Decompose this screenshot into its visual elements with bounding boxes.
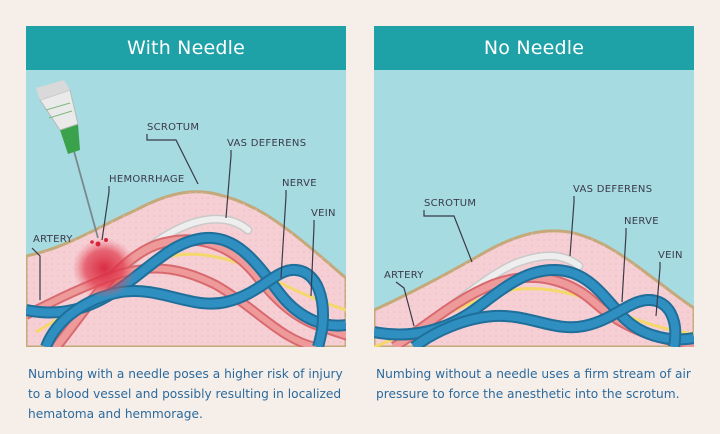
hemorrhage-label: HEMORRHAGE [109, 174, 185, 185]
artery-leader [395, 281, 415, 327]
scrotum-leader [423, 210, 473, 263]
no-needle-caption: Numbing without a needle uses a firm str… [376, 367, 691, 401]
artery-label: ARTERY [384, 270, 424, 281]
vein-leader [655, 262, 661, 317]
no-needle-title: No Needle [374, 26, 694, 70]
vas-deferens-label: VAS DEFERENS [227, 138, 306, 149]
with-needle-title: With Needle [26, 26, 346, 70]
vas-deferens-leader [569, 196, 575, 257]
vein-label: VEIN [311, 208, 336, 219]
scrotum-label: SCROTUM [147, 122, 199, 133]
vein-leader [310, 220, 315, 297]
nerve-leader [280, 190, 287, 279]
vein-2 [411, 295, 680, 347]
nerve-label: NERVE [624, 216, 659, 227]
with-needle-panel: With Needle [26, 26, 346, 347]
no-needle-panel: No Needle SCROTUM VAS DEFE [374, 26, 694, 347]
artery-label: ARTERY [33, 234, 73, 245]
scrotum-label: SCROTUM [424, 198, 476, 209]
with-needle-illustration: SCROTUM HEMORRHAGE VAS DEFERENS NERVE VE… [26, 70, 346, 347]
nerve-leader [621, 228, 627, 303]
vein-label: VEIN [658, 250, 683, 261]
hemorrhage-leader [101, 186, 110, 241]
vas-deferens-label: VAS DEFERENS [573, 184, 652, 195]
scrotum-leader [146, 134, 199, 185]
with-needle-caption: Numbing with a needle poses a higher ris… [28, 367, 343, 421]
vas-deferens-leader [225, 150, 232, 219]
syringe-icon [36, 80, 99, 239]
blood-droplet [104, 238, 108, 242]
artery-leader [31, 247, 41, 300]
hemorrhage-blot [72, 238, 136, 298]
nerve-label: NERVE [282, 178, 317, 189]
blood-droplet [90, 240, 94, 244]
blood-droplet [95, 241, 101, 247]
no-needle-illustration: SCROTUM VAS DEFERENS NERVE VEIN ARTERY [374, 70, 694, 347]
artery-2 [26, 265, 317, 347]
